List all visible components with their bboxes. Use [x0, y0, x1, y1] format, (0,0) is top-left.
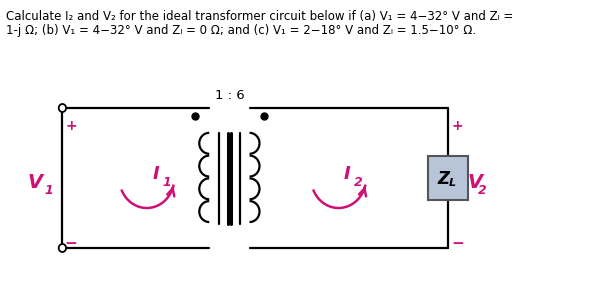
Text: 1-j Ω; (b) V₁ = 4−32° V and Zₗ = 0 Ω; and (c) V₁ = 2−18° V and Zₗ = 1.5−10° Ω.: 1-j Ω; (b) V₁ = 4−32° V and Zₗ = 0 Ω; an… [5, 24, 476, 37]
FancyBboxPatch shape [427, 156, 468, 200]
Text: +: + [65, 119, 77, 133]
Text: V: V [468, 173, 483, 192]
Text: 2: 2 [354, 176, 363, 190]
Text: I: I [344, 165, 351, 183]
Text: −: − [64, 236, 77, 251]
Text: 2: 2 [478, 183, 487, 197]
Circle shape [59, 104, 66, 112]
Circle shape [59, 244, 66, 252]
Text: 1: 1 [162, 176, 171, 190]
Text: 1: 1 [44, 183, 53, 197]
Text: −: − [451, 236, 464, 251]
Text: Z: Z [437, 170, 449, 188]
Text: V: V [27, 173, 42, 192]
Text: Calculate I₂ and V₂ for the ideal transformer circuit below if (a) V₁ = 4−32° V : Calculate I₂ and V₂ for the ideal transf… [5, 10, 513, 23]
Text: 1 : 6: 1 : 6 [214, 89, 244, 102]
Text: I: I [152, 165, 159, 183]
Text: +: + [451, 119, 463, 133]
Text: L: L [449, 178, 456, 188]
